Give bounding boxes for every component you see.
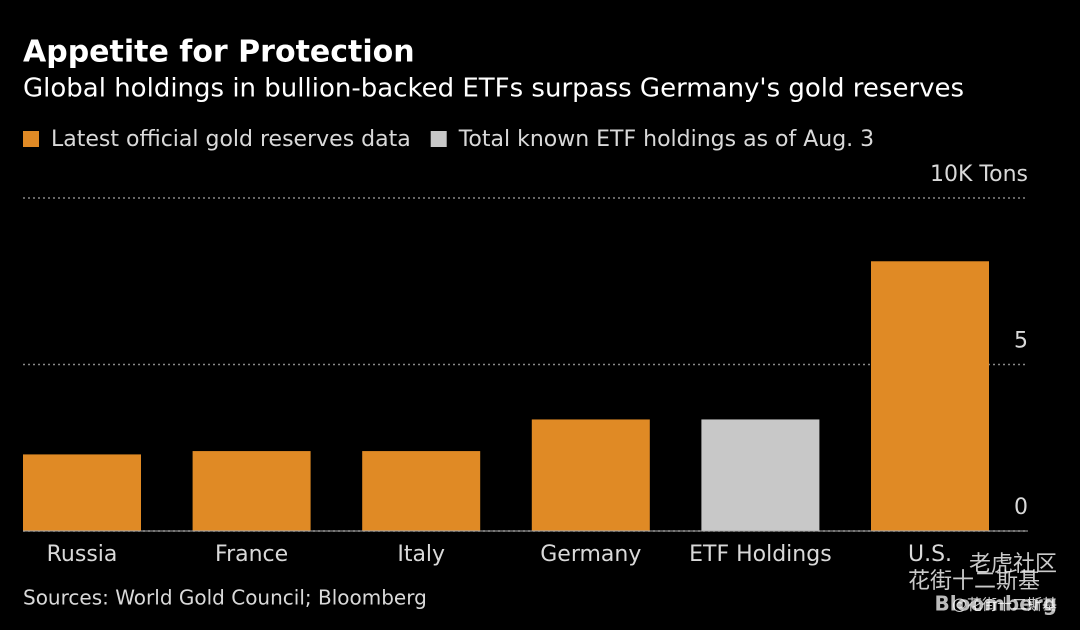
legend-label: Total known ETF holdings as of Aug. 3 — [458, 127, 874, 152]
x-tick-label: Germany — [540, 542, 641, 567]
bar — [192, 451, 311, 531]
watermark: 老虎社区 — [969, 552, 1057, 577]
bar — [23, 454, 141, 531]
legend-swatch — [23, 131, 39, 147]
x-tick-label: Russia — [47, 542, 118, 567]
chart-subtitle: Global holdings in bullion-backed ETFs s… — [23, 74, 964, 104]
x-tick-label: Italy — [397, 542, 445, 567]
y-tick-label: 5 — [1014, 329, 1028, 354]
logo: Bloomberg — [935, 592, 1057, 616]
legend-label: Latest official gold reserves data — [51, 127, 411, 152]
x-tick-label: ETF Holdings — [689, 542, 832, 567]
bar — [362, 451, 481, 531]
bar — [871, 261, 989, 531]
bar — [531, 419, 650, 531]
x-tick-label: France — [215, 542, 288, 567]
watermark: @花街十二斯基 — [952, 596, 1057, 614]
y-tick-label: 0 — [1014, 495, 1028, 520]
x-tick-label: U.S. — [908, 542, 952, 567]
legend-swatch — [430, 131, 447, 147]
watermark: 花街十二斯基 — [908, 569, 1040, 594]
bar — [701, 419, 820, 531]
chart-title: Appetite for Protection — [23, 35, 415, 70]
y-tick-label: 10K Tons — [930, 162, 1028, 187]
source: Sources: World Gold Council; Bloomberg — [23, 586, 427, 610]
